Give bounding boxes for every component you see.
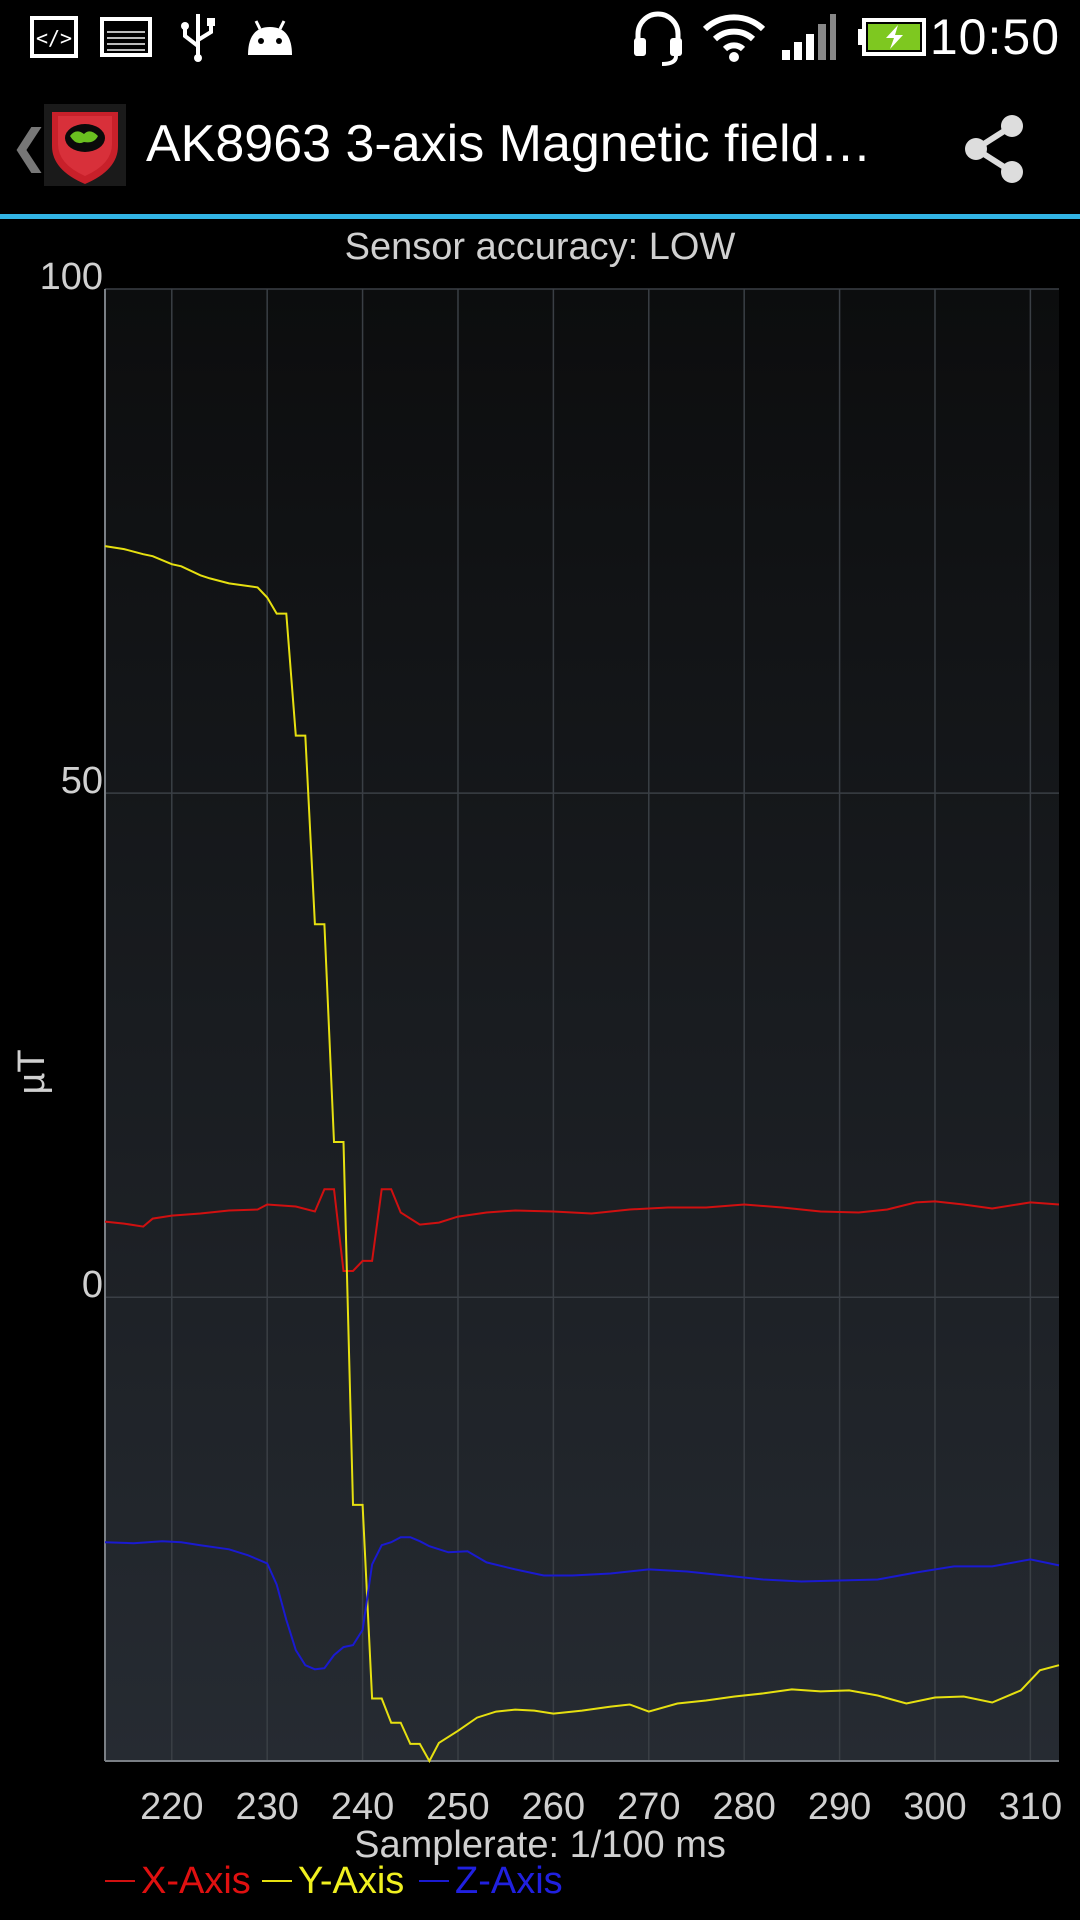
wifi-icon	[700, 10, 768, 64]
x-tick-label: 310	[999, 1786, 1062, 1828]
plot-area	[105, 289, 1059, 1761]
series-line-y-axis	[104, 545, 1060, 1764]
clock: 10:50	[929, 9, 1060, 65]
x-tick-label: 270	[617, 1786, 680, 1828]
series-lines	[104, 545, 1060, 1764]
x-tick-label: 240	[331, 1786, 394, 1828]
code-icon: </>	[28, 10, 80, 64]
y-tick-label: 0	[82, 1264, 103, 1306]
magnetic-field-chart: Sensor accuracy: LOW 100 50 0 220 230 240 250…	[0, 219, 1080, 1920]
chart-legend: X-Axis Y-Axis Z-Axis	[105, 1860, 563, 1902]
grid-lines	[104, 288, 1059, 1762]
battery-charging-icon	[858, 10, 928, 64]
y-axis-ticks: 100 50 0	[40, 256, 103, 1306]
action-bar-divider	[0, 214, 1080, 219]
x-axis-ticks: 220 230 240 250 260 270 280 290 300 310	[140, 1786, 1062, 1828]
y-tick-label: 50	[61, 760, 103, 802]
app-shield-icon[interactable]	[44, 104, 126, 186]
series-line-x-axis	[104, 1188, 1060, 1272]
chart-title: Sensor accuracy: LOW	[345, 226, 736, 268]
status-bar: </> 10:50	[0, 0, 1080, 74]
x-tick-label: 260	[522, 1786, 585, 1828]
x-tick-label: 280	[712, 1786, 775, 1828]
share-icon[interactable]	[958, 112, 1032, 186]
series-line-z-axis	[104, 1536, 1060, 1671]
x-tick-label: 290	[808, 1786, 871, 1828]
legend-label: X-Axis	[141, 1860, 251, 1902]
android-icon	[242, 10, 298, 64]
x-tick-label: 220	[140, 1786, 203, 1828]
y-tick-label: 100	[40, 256, 103, 298]
action-bar: ❮ AK8963 3-axis Magnetic field…	[0, 74, 1080, 216]
usb-icon	[174, 10, 222, 64]
legend-label: Z-Axis	[455, 1860, 563, 1902]
y-axis-label: µT	[11, 1049, 53, 1094]
headset-icon	[630, 10, 686, 66]
x-axis-label: Samplerate: 1/100 ms	[354, 1824, 726, 1866]
legend-label: Y-Axis	[298, 1860, 404, 1902]
x-tick-label: 230	[235, 1786, 298, 1828]
x-tick-label: 250	[426, 1786, 489, 1828]
signal-icon	[780, 10, 838, 64]
page-title: AK8963 3-axis Magnetic field…	[146, 115, 872, 173]
svg-text:</>: </>	[36, 26, 72, 50]
image-icon	[98, 10, 154, 64]
chevron-left-icon[interactable]: ❮	[10, 120, 49, 172]
x-tick-label: 300	[903, 1786, 966, 1828]
